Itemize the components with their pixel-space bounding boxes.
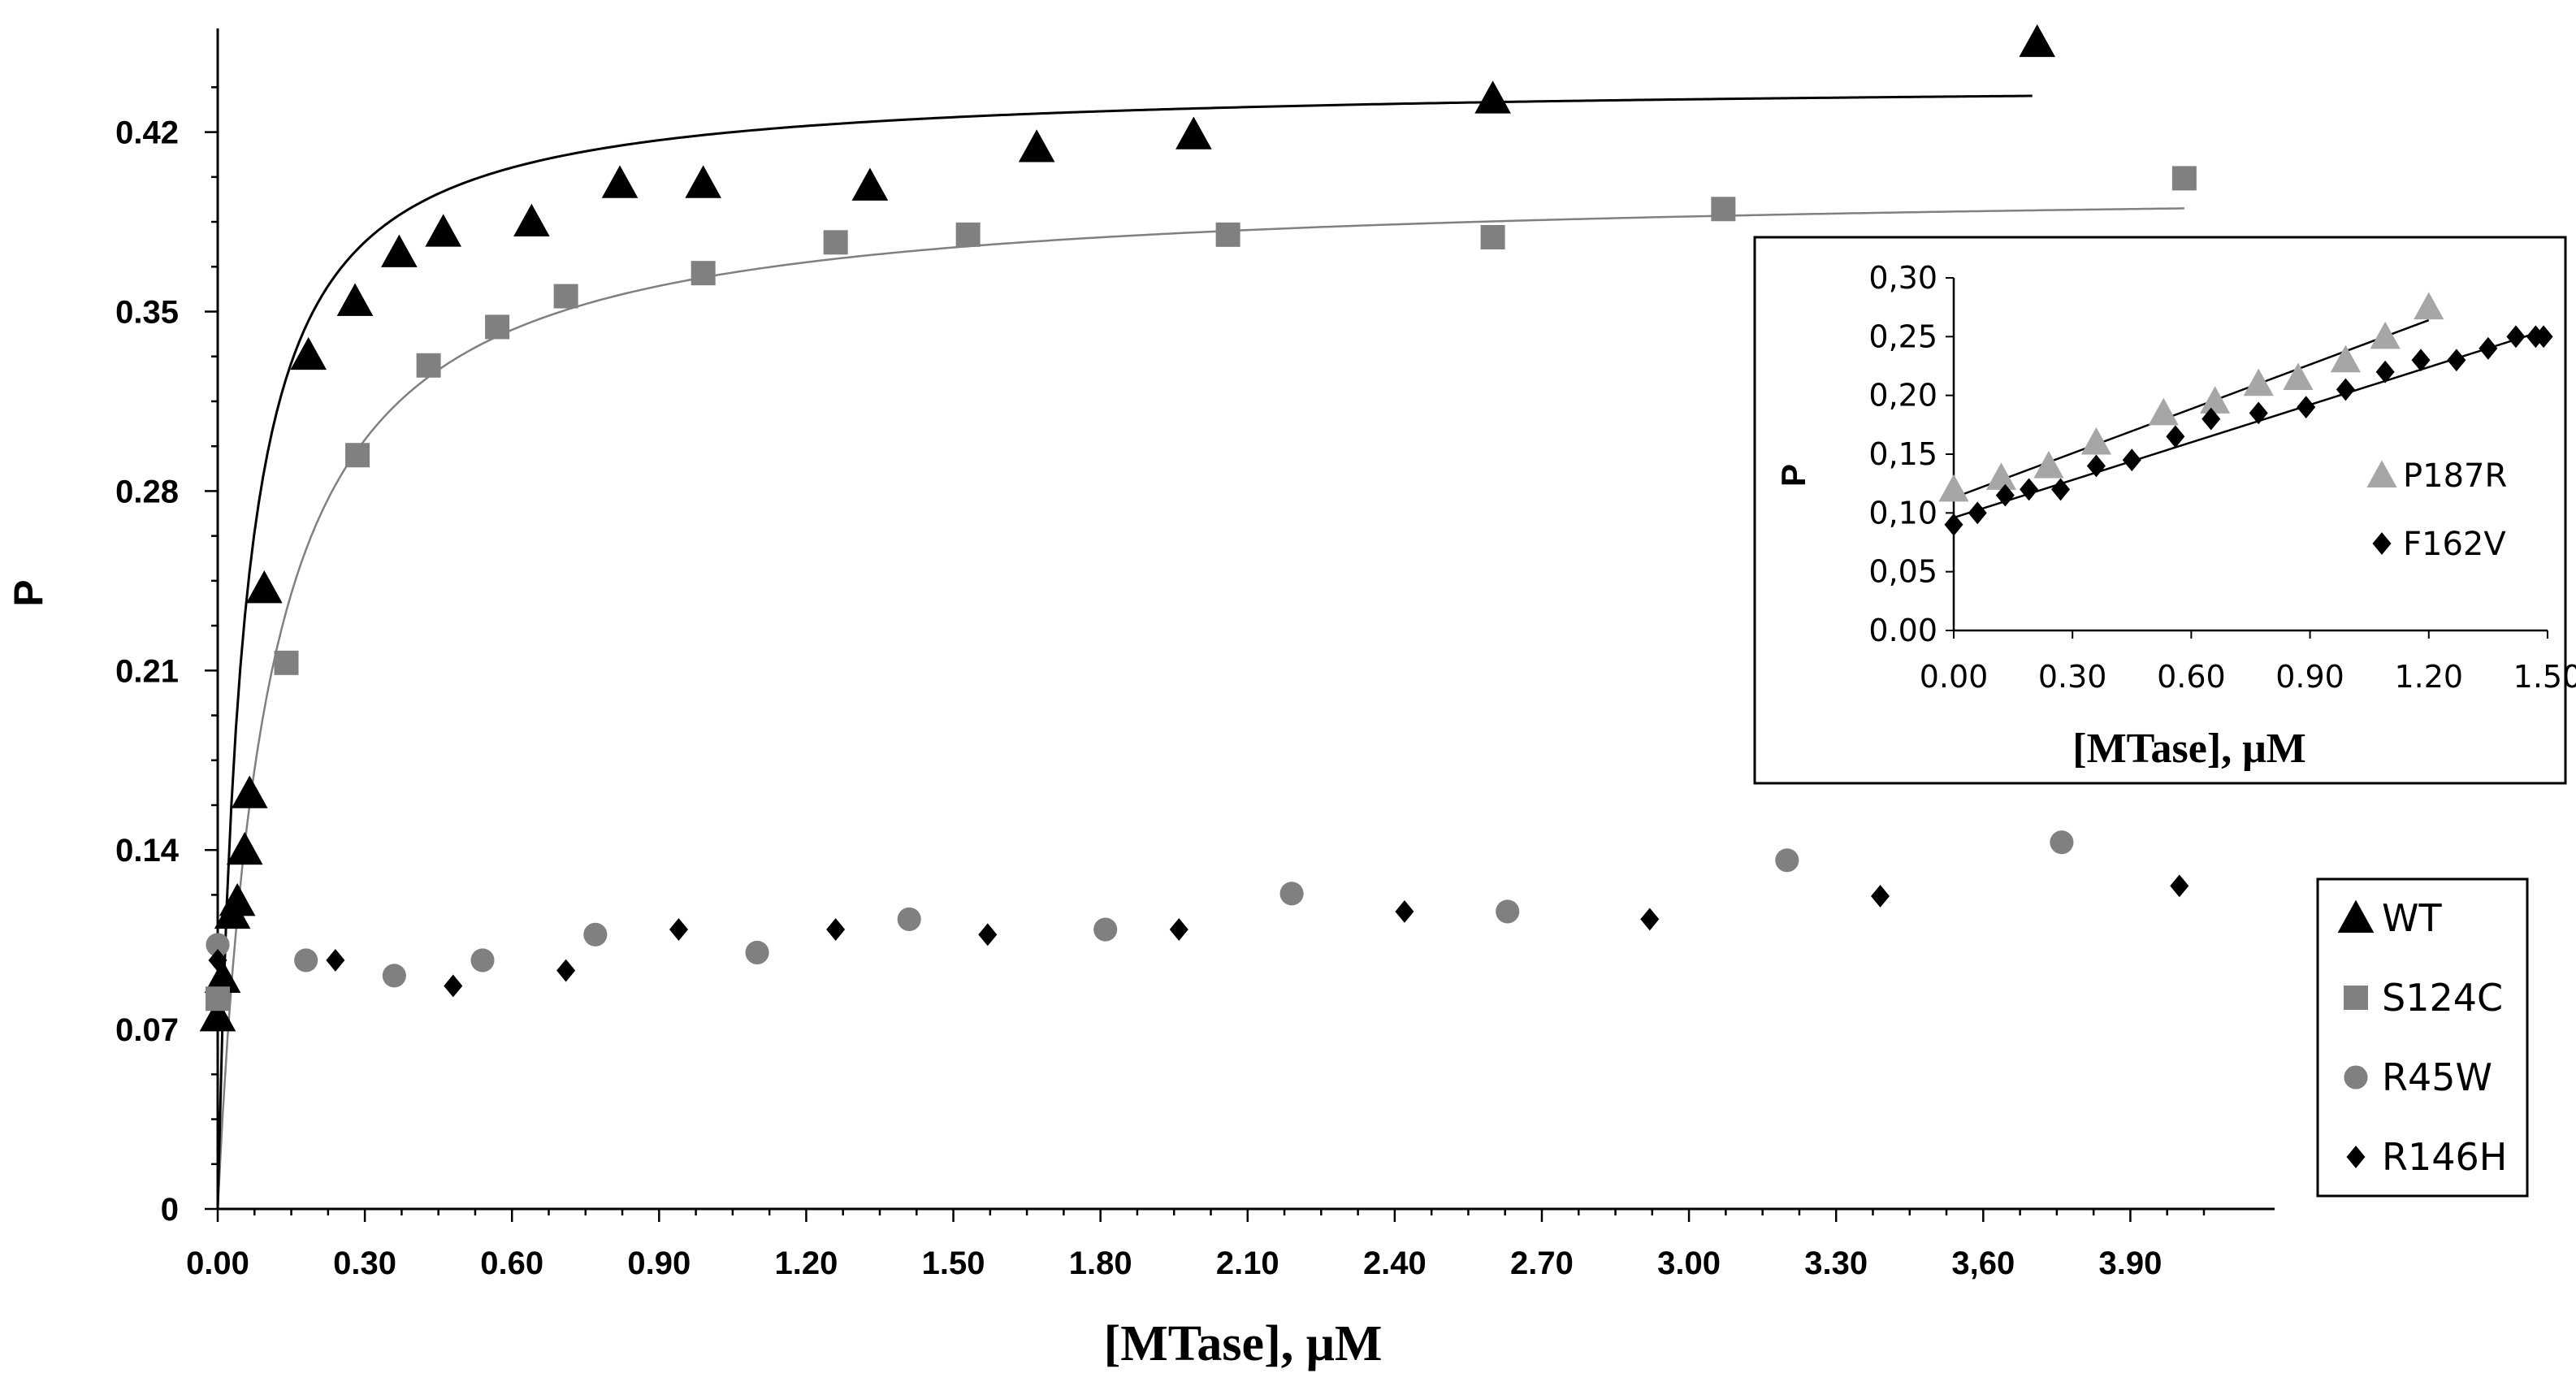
x-tick-label: 3,60	[1951, 1246, 2015, 1281]
x-tick-label: 0.30	[333, 1246, 396, 1281]
data-point-r45w	[470, 948, 494, 972]
x-tick-label: 1.50	[922, 1246, 985, 1281]
x-tick-label: 3.90	[2099, 1246, 2163, 1281]
data-point-s124c	[485, 314, 509, 339]
data-point-r45w	[294, 948, 318, 972]
data-point-r45w	[1775, 848, 1799, 872]
data-point-s124c	[1216, 223, 1240, 247]
y-tick-label: 0.07	[115, 1012, 179, 1048]
x-tick-label: 0.00	[186, 1246, 249, 1281]
inset-x-tick-label: 0.60	[2157, 659, 2226, 695]
x-axis-title: [MTase], μM	[1104, 1316, 1383, 1371]
data-point-r45w	[898, 908, 921, 931]
inset-y-tick-label: 0,05	[1868, 554, 1937, 590]
inset-y-tick-label: 0,10	[1868, 495, 1937, 531]
legend-label: R45W	[2382, 1055, 2492, 1099]
inset-x-tick-label: 0.30	[2038, 659, 2107, 695]
y-tick-label: 0.21	[115, 653, 179, 689]
x-tick-label: 0.60	[480, 1246, 543, 1281]
inset-legend-label: F162V	[2403, 526, 2506, 563]
data-point-s124c	[345, 443, 370, 467]
data-point-s124c	[1711, 197, 1735, 221]
data-point-s124c	[417, 353, 441, 378]
data-point-r45w	[1280, 882, 1304, 905]
data-point-r45w	[1496, 899, 1519, 923]
inset-y-tick-label: 0,15	[1868, 436, 1937, 472]
inset-legend-label: P187R	[2403, 457, 2507, 495]
data-point-r45w	[583, 923, 607, 947]
data-point-s124c	[275, 651, 299, 675]
data-point-r45w	[746, 941, 769, 964]
data-point-s124c	[554, 284, 578, 309]
data-point-s124c	[1481, 225, 1505, 249]
data-point-s124c	[824, 230, 848, 254]
y-tick-label: 0.14	[115, 833, 180, 869]
inset-plot: 0.00 0,05 0,10 0,15 0,20 0,25 0,30 0.00 0.30 0.60…	[1755, 237, 2576, 783]
legend-label: S124C	[2382, 976, 2503, 1020]
inset-x-axis-title: [MTase], μM	[2072, 726, 2306, 772]
inset-y-axis-title: P	[1774, 464, 1812, 487]
y-tick-label: 0.35	[115, 295, 179, 331]
data-point-s124c	[2172, 166, 2197, 190]
y-axis-title: P	[6, 579, 51, 606]
y-tick-label: 0	[161, 1192, 179, 1228]
legend-label: R146H	[2382, 1135, 2507, 1179]
x-tick-label: 3.00	[1657, 1246, 1721, 1281]
x-tick-label: 0.90	[627, 1246, 691, 1281]
legend-marker-s124c	[2344, 986, 2368, 1010]
legend-marker-r45w	[2344, 1065, 2367, 1089]
data-point-r45w	[383, 964, 406, 987]
main-legend: WT S124C R45W R146H	[2318, 879, 2527, 1196]
x-tick-label: 1.80	[1069, 1246, 1132, 1281]
y-tick-label: 0.28	[115, 474, 179, 509]
x-tick-label: 3.30	[1804, 1246, 1868, 1281]
inset-y-tick-label: 0,25	[1868, 318, 1937, 354]
data-point-r45w	[2050, 830, 2073, 854]
inset-x-tick-label: 0.90	[2275, 659, 2344, 695]
inset-y-tick-label: 0.00	[1868, 613, 1937, 648]
inset-x-tick-label: 0.00	[1920, 659, 1989, 695]
y-tick-label: 0.42	[115, 115, 179, 151]
inset-x-tick-label: 1.50	[2513, 659, 2576, 695]
legend-label: WT	[2382, 896, 2442, 940]
data-point-r45w	[1093, 917, 1117, 941]
x-tick-label: 2.10	[1216, 1246, 1279, 1281]
x-tick-label: 2.70	[1510, 1246, 1574, 1281]
data-point-s124c	[956, 223, 981, 247]
x-tick-label: 2.40	[1363, 1246, 1427, 1281]
data-point-s124c	[206, 986, 230, 1011]
inset-y-tick-label: 0,30	[1868, 260, 1937, 296]
chart: 0 0.07 0.14 0.21 0.28 0.35 0.42 0.00 0.30 0.60 0.9…	[0, 0, 2576, 1395]
x-tick-label: 1.20	[775, 1246, 838, 1281]
data-point-s124c	[691, 261, 716, 285]
inset-x-tick-label: 1.20	[2394, 659, 2463, 695]
inset-y-tick-label: 0,20	[1868, 378, 1937, 414]
